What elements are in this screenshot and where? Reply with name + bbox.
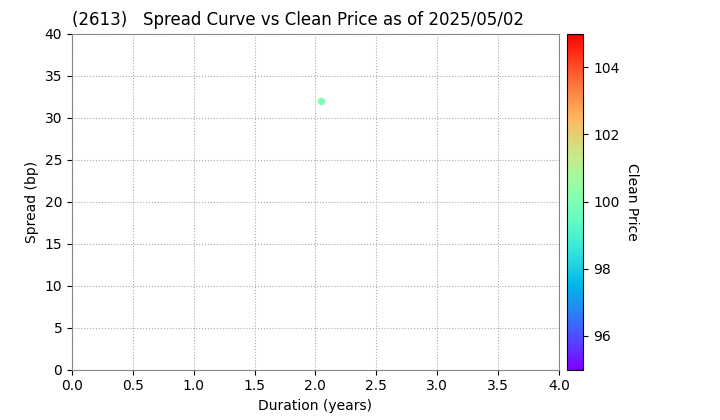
Y-axis label: Clean Price: Clean Price [625,163,639,241]
Y-axis label: Spread (bp): Spread (bp) [25,160,39,243]
Point [315,97,327,104]
Text: (2613)   Spread Curve vs Clean Price as of 2025/05/02: (2613) Spread Curve vs Clean Price as of… [72,11,524,29]
X-axis label: Duration (years): Duration (years) [258,399,372,413]
